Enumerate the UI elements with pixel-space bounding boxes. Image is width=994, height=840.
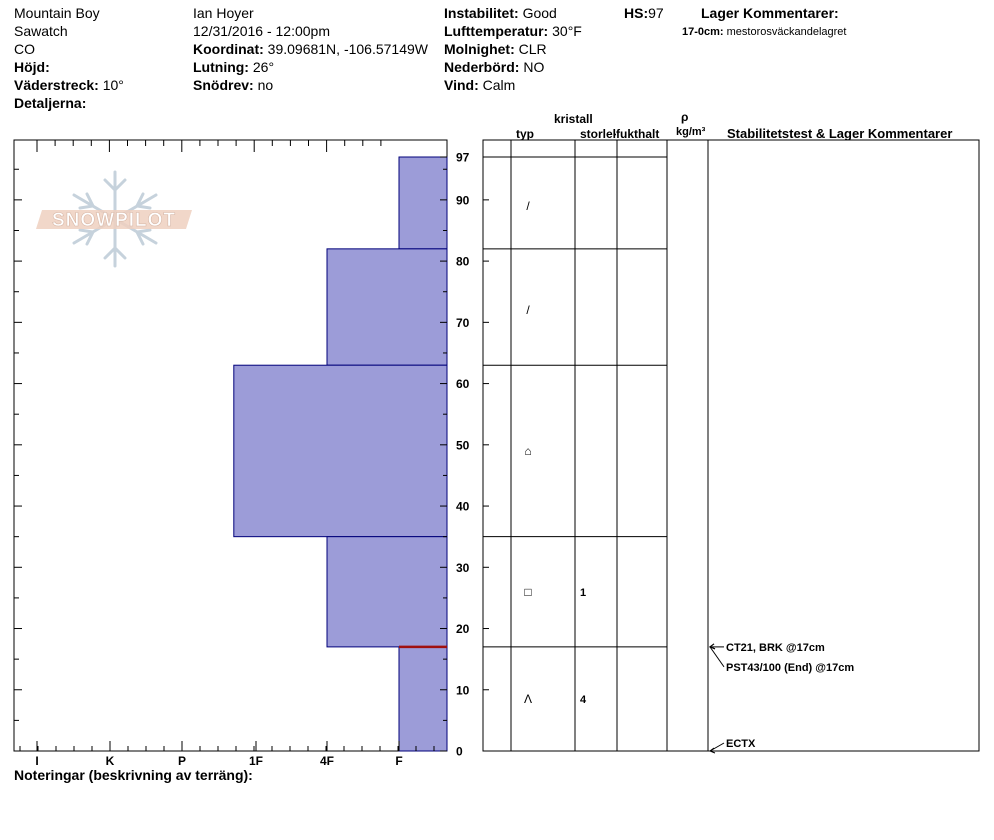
depth-label-50: 50 bbox=[456, 438, 470, 452]
test-arrowhead-1 bbox=[708, 643, 716, 650]
airtemp-label: Lufttemperatur: bbox=[444, 23, 549, 39]
rho-header: ρ bbox=[681, 110, 689, 124]
notes-label: Noteringar (beskrivning av terräng): bbox=[14, 767, 253, 783]
sky-value: CLR bbox=[518, 41, 547, 57]
precip-value: NO bbox=[523, 59, 545, 75]
layer-comment-row: 17-0cm: mestorosväckandelagret bbox=[682, 23, 846, 41]
size-header: storlek bbox=[580, 127, 616, 141]
drift-row: Snödrev: no bbox=[193, 76, 273, 94]
crystal-symbol-2: ⌂ bbox=[524, 444, 531, 458]
wind-label: Vind: bbox=[444, 77, 479, 93]
details-label: Detaljerna: bbox=[14, 95, 87, 111]
precip-label: Nederbörd: bbox=[444, 59, 520, 75]
depth-label-40: 40 bbox=[456, 500, 470, 514]
coordinate-row: Koordinat: 39.09681N, -106.57149W bbox=[193, 40, 428, 58]
crystal-header: kristall bbox=[554, 112, 593, 126]
hardness-layer-bar-2 bbox=[233, 364, 448, 538]
tests-header: Stabilitetstest & Lager Kommentarer bbox=[727, 126, 953, 141]
moisture-header: fukthalt bbox=[616, 127, 660, 141]
hardness-label-1F: 1F bbox=[249, 754, 263, 768]
wind-row: Vind: Calm bbox=[444, 76, 515, 94]
layer-table-frame bbox=[482, 139, 980, 752]
hs-value: 97 bbox=[648, 5, 664, 21]
test-label-0: CT21, BRK @17cm bbox=[726, 642, 825, 654]
depth-label-60: 60 bbox=[456, 377, 470, 391]
test-label-1: PST43/100 (End) @17cm bbox=[726, 662, 854, 674]
sky-label: Molnighet: bbox=[444, 41, 515, 57]
layer-comment-text: mestorosväckandelagret bbox=[726, 26, 847, 38]
hardness-label-4F: 4F bbox=[320, 754, 334, 768]
slope-row: Lutning: 26° bbox=[193, 58, 274, 76]
depth-label-70: 70 bbox=[456, 316, 470, 330]
slope-label: Lutning: bbox=[193, 59, 249, 75]
aspect-value: 10° bbox=[102, 77, 124, 93]
type-header: typ bbox=[516, 127, 534, 141]
stability-row: Instabilitet: Good bbox=[444, 4, 557, 22]
observer-name: Ian Hoyer bbox=[193, 5, 254, 21]
layer-comments-title: Lager Kommentarer: bbox=[701, 5, 839, 21]
stability-label: Instabilitet: bbox=[444, 5, 519, 21]
hardness-layer-bar-4 bbox=[398, 646, 448, 752]
hardness-label-P: P bbox=[178, 754, 186, 768]
hardness-label-F: F bbox=[395, 754, 402, 768]
sky-row: Molnighet: CLR bbox=[444, 40, 547, 58]
depth-label-80: 80 bbox=[456, 255, 470, 269]
depth-label-90: 90 bbox=[456, 193, 470, 207]
airtemp-row: Lufttemperatur: 30°F bbox=[444, 22, 582, 40]
state-name: CO bbox=[14, 41, 35, 57]
range-name: Sawatch bbox=[14, 23, 68, 39]
depth-label-10: 10 bbox=[456, 683, 470, 697]
test-label-2: ECTX bbox=[726, 738, 756, 750]
crystal-symbol-1: / bbox=[526, 303, 530, 317]
hardness-layer-bar-0 bbox=[398, 156, 448, 250]
location-name: Mountain Boy bbox=[14, 5, 100, 21]
aspect-row: Väderstreck: 10° bbox=[14, 76, 124, 94]
airtemp-value: 30°F bbox=[552, 23, 582, 39]
hardness-label-I: I bbox=[35, 754, 38, 768]
precip-row: Nederbörd: NO bbox=[444, 58, 544, 76]
test-arrowhead-2 bbox=[708, 747, 716, 754]
hardness-layer-bar-3 bbox=[326, 536, 448, 648]
wind-value: Calm bbox=[482, 77, 516, 93]
hardness-layer-bar-1 bbox=[326, 248, 448, 366]
depth-label-20: 20 bbox=[456, 622, 470, 636]
hardness-label-K: K bbox=[106, 754, 115, 768]
coordinate-value: 39.09681N, -106.57149W bbox=[267, 41, 428, 57]
elevation-label: Höjd: bbox=[14, 59, 50, 75]
crystal-symbol-0: / bbox=[526, 199, 530, 213]
crystal-size-3: 1 bbox=[580, 587, 586, 599]
drift-label: Snödrev: bbox=[193, 77, 254, 93]
depth-label-30: 30 bbox=[456, 561, 470, 575]
density-unit-header: kg/m³ bbox=[676, 126, 706, 138]
crystal-size-4: 4 bbox=[580, 694, 587, 706]
layer-comment-range: 17-0cm: bbox=[682, 26, 724, 38]
crystal-symbol-3: □ bbox=[524, 585, 531, 599]
coordinate-label: Koordinat: bbox=[193, 41, 264, 57]
hs-label: HS: bbox=[624, 5, 649, 21]
crystal-symbol-4: Λ bbox=[524, 692, 532, 706]
hs-row: HS:97 bbox=[624, 4, 664, 22]
observation-datetime: 12/31/2016 - 12:00pm bbox=[193, 23, 330, 39]
drift-value: no bbox=[257, 77, 274, 93]
aspect-label: Väderstreck: bbox=[14, 77, 99, 93]
depth-label-0: 0 bbox=[456, 745, 463, 759]
stability-value: Good bbox=[522, 5, 557, 21]
slope-value: 26° bbox=[252, 59, 275, 75]
test-arrow-1 bbox=[709, 646, 725, 668]
depth-label-97: 97 bbox=[456, 151, 470, 165]
